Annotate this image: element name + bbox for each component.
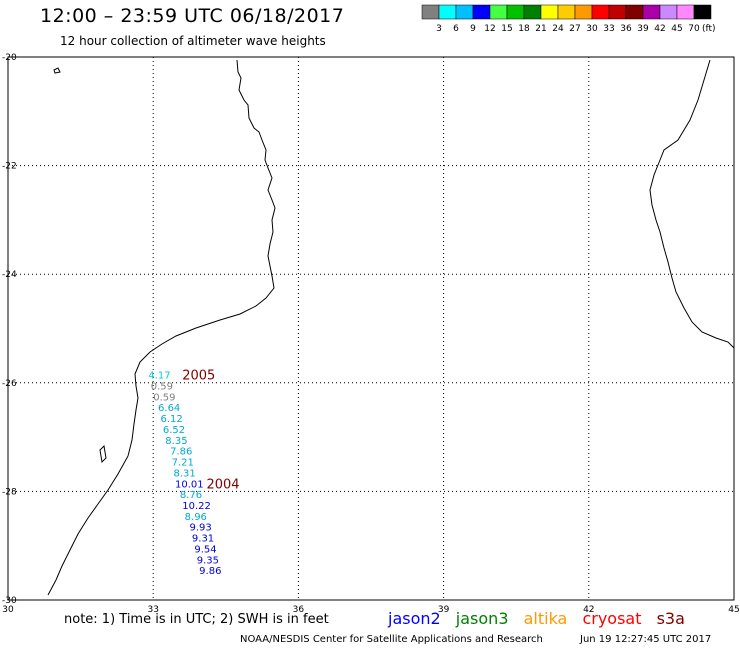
- wave-height-label: 9.86: [199, 566, 221, 577]
- lat-tick-label: -24: [2, 270, 17, 280]
- legend-swatch: [506, 4, 525, 20]
- lon-tick-label: 45: [728, 605, 739, 615]
- lat-tick-label: -30: [2, 596, 17, 606]
- legend-tick-label: 30: [586, 24, 598, 34]
- coastline-madagascar: [649, 59, 735, 349]
- map-frame: [7, 56, 735, 601]
- wave-height-label: 10.01: [175, 479, 204, 490]
- satellite-jason2: jason2: [388, 609, 441, 628]
- wave-height-label: 4.17: [148, 371, 170, 382]
- legend-swatch: [625, 4, 644, 20]
- lat-tick-label: -20: [2, 53, 17, 63]
- track-year-label: 2005: [182, 369, 215, 384]
- legend-tick-label: 21: [535, 24, 546, 34]
- legend-tick-label: 18: [518, 24, 530, 34]
- legend-swatch: [608, 4, 627, 20]
- lon-tick-label: 42: [583, 605, 594, 615]
- wave-height-label: 8.31: [174, 468, 196, 479]
- legend-swatch: [455, 4, 474, 20]
- lat-tick-label: -26: [2, 379, 17, 389]
- legend-tick-label: 24: [552, 24, 564, 34]
- color-scale-legend: 3 6 9 12 15 18 21 24 27 30 33 36 39 42 45 70 (ft): [421, 4, 716, 34]
- satellite-jason3: jason3: [455, 609, 509, 628]
- legend-swatch: [438, 4, 457, 20]
- wave-height-label: 8.76: [180, 490, 202, 501]
- wave-height-label: 9.93: [190, 523, 212, 534]
- coastline-africa: [47, 59, 276, 596]
- satellite-legend: jason2 jason3 altika cryosat s3a: [388, 609, 695, 628]
- legend-swatch: [489, 4, 508, 20]
- map-subtitle: 12 hour collection of altimeter wave hei…: [60, 34, 326, 48]
- lon-tick-label: 30: [2, 605, 14, 615]
- legend-tick-label: 9: [470, 24, 476, 34]
- satellite-cryosat: cryosat: [582, 609, 642, 628]
- footer-note: note: 1) Time is in UTC; 2) SWH is in fe…: [64, 612, 329, 627]
- legend-swatch: [540, 4, 559, 20]
- wave-height-label: 0.59: [151, 382, 173, 393]
- legend-swatch: [676, 4, 695, 20]
- axis-tick-labels: 30 33 36 39 42 45 -20 -22 -24 -26 -28 -30: [2, 53, 740, 615]
- coastline-island-small: [53, 67, 61, 74]
- legend-swatch: [523, 4, 542, 20]
- legend-unit-label: (ft): [702, 24, 716, 34]
- legend-swatch: [472, 4, 491, 20]
- lat-tick-label: -28: [2, 487, 17, 497]
- credit-line: NOAA/NESDIS Center for Satellite Applica…: [240, 634, 543, 645]
- coastline-lake: [99, 444, 107, 464]
- wave-height-label: 9.54: [194, 544, 216, 555]
- legend-tick-label: 36: [620, 24, 632, 34]
- legend-tick-label: 12: [484, 24, 495, 34]
- satellite-s3a: s3a: [656, 609, 685, 628]
- legend-tick-label: 42: [654, 24, 665, 34]
- altimeter-track: 4.170.590.596.646.126.528.357.867.218.31…: [148, 369, 239, 577]
- legend-swatch: [659, 4, 678, 20]
- legend-swatch: [574, 4, 593, 20]
- legend-tick-label: 3: [436, 24, 442, 34]
- legend-tick-label: 39: [637, 24, 649, 34]
- satellite-altika: altika: [523, 609, 568, 628]
- legend-swatch: [642, 4, 661, 20]
- legend-swatch: [421, 4, 440, 20]
- map-title: 12:00 – 23:59 UTC 06/18/2017: [40, 5, 345, 27]
- lon-tick-label: 39: [438, 605, 450, 615]
- legend-tick-label: 45: [671, 24, 682, 34]
- wave-height-label: 6.64: [158, 403, 180, 414]
- wave-height-label: 0.59: [153, 392, 175, 403]
- track-year-label: 2004: [206, 477, 239, 492]
- wave-height-label: 7.21: [172, 458, 194, 469]
- wave-height-label: 8.96: [185, 512, 207, 523]
- wave-height-label: 10.22: [182, 501, 211, 512]
- legend-swatch: [557, 4, 576, 20]
- wave-height-label: 8.35: [165, 436, 187, 447]
- legend-tick-label: 15: [501, 24, 512, 34]
- lon-tick-label: 33: [147, 605, 158, 615]
- wave-height-label: 6.52: [163, 425, 185, 436]
- legend-tick-label: 27: [569, 24, 580, 34]
- legend-tick-label: 70: [688, 24, 700, 34]
- legend-swatch: [693, 4, 712, 20]
- lat-tick-label: -22: [2, 162, 17, 172]
- wave-height-label: 9.31: [192, 534, 214, 545]
- wave-height-label: 6.12: [160, 414, 182, 425]
- generation-timestamp: Jun 19 12:27:45 UTC 2017: [580, 634, 712, 645]
- graticule: [8, 57, 734, 600]
- lon-tick-label: 36: [293, 605, 305, 615]
- legend-swatch: [591, 4, 610, 20]
- wave-height-label: 7.86: [170, 447, 192, 458]
- wave-height-label: 9.35: [197, 555, 219, 566]
- legend-tick-label: 33: [603, 24, 614, 34]
- legend-tick-label: 6: [453, 24, 459, 34]
